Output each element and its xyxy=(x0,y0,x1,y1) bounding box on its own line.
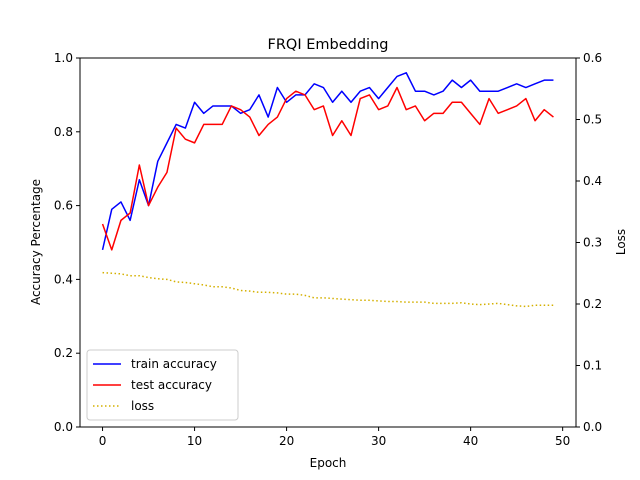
y2-tick-label: 0.5 xyxy=(583,113,602,127)
plot-area: 0 10 20 30 40 50 0.0 0.2 0.4 0.6 0.8 1.0 0.0 0.1 0.2 0.… xyxy=(54,51,602,448)
y-tick-label: 0.8 xyxy=(54,125,73,139)
y2-tick-label: 0.6 xyxy=(583,51,602,65)
series-line-train-accuracy xyxy=(101,72,554,251)
y-tick-label: 0.2 xyxy=(54,346,73,360)
y-tick-label: 1.0 xyxy=(54,51,73,65)
x-tick-label: 40 xyxy=(463,434,478,448)
y-tick-label: 0.6 xyxy=(54,199,73,213)
y2-tick-label: 0.4 xyxy=(583,174,602,188)
y-tick-label: 0.0 xyxy=(54,420,73,434)
x-tick-label: 10 xyxy=(187,434,202,448)
legend-label: test accuracy xyxy=(131,378,212,392)
y2-tick-label: 0.3 xyxy=(583,236,602,250)
x-tick-label: 30 xyxy=(371,434,386,448)
chart-title: FRQI Embedding xyxy=(268,37,389,53)
series-line-test-accuracy xyxy=(101,86,554,251)
legend-label: train accuracy xyxy=(131,357,217,371)
y2-tick-label: 0.2 xyxy=(583,297,602,311)
x-tick-label: 0 xyxy=(99,434,107,448)
x-tick-label: 50 xyxy=(555,434,570,448)
legend-label: loss xyxy=(131,399,154,413)
x-axis-label: Epoch xyxy=(310,456,347,470)
x-tick-label: 20 xyxy=(279,434,294,448)
y-tick-label: 0.4 xyxy=(54,272,73,286)
y2-tick-label: 0.0 xyxy=(583,420,602,434)
y2-tick-label: 0.1 xyxy=(583,359,602,373)
legend: train accuracy test accuracy loss xyxy=(86,349,239,421)
legend-box xyxy=(86,349,239,421)
y-axis-label: Accuracy Percentage xyxy=(29,179,43,305)
y2-axis-label: Loss xyxy=(614,229,628,255)
